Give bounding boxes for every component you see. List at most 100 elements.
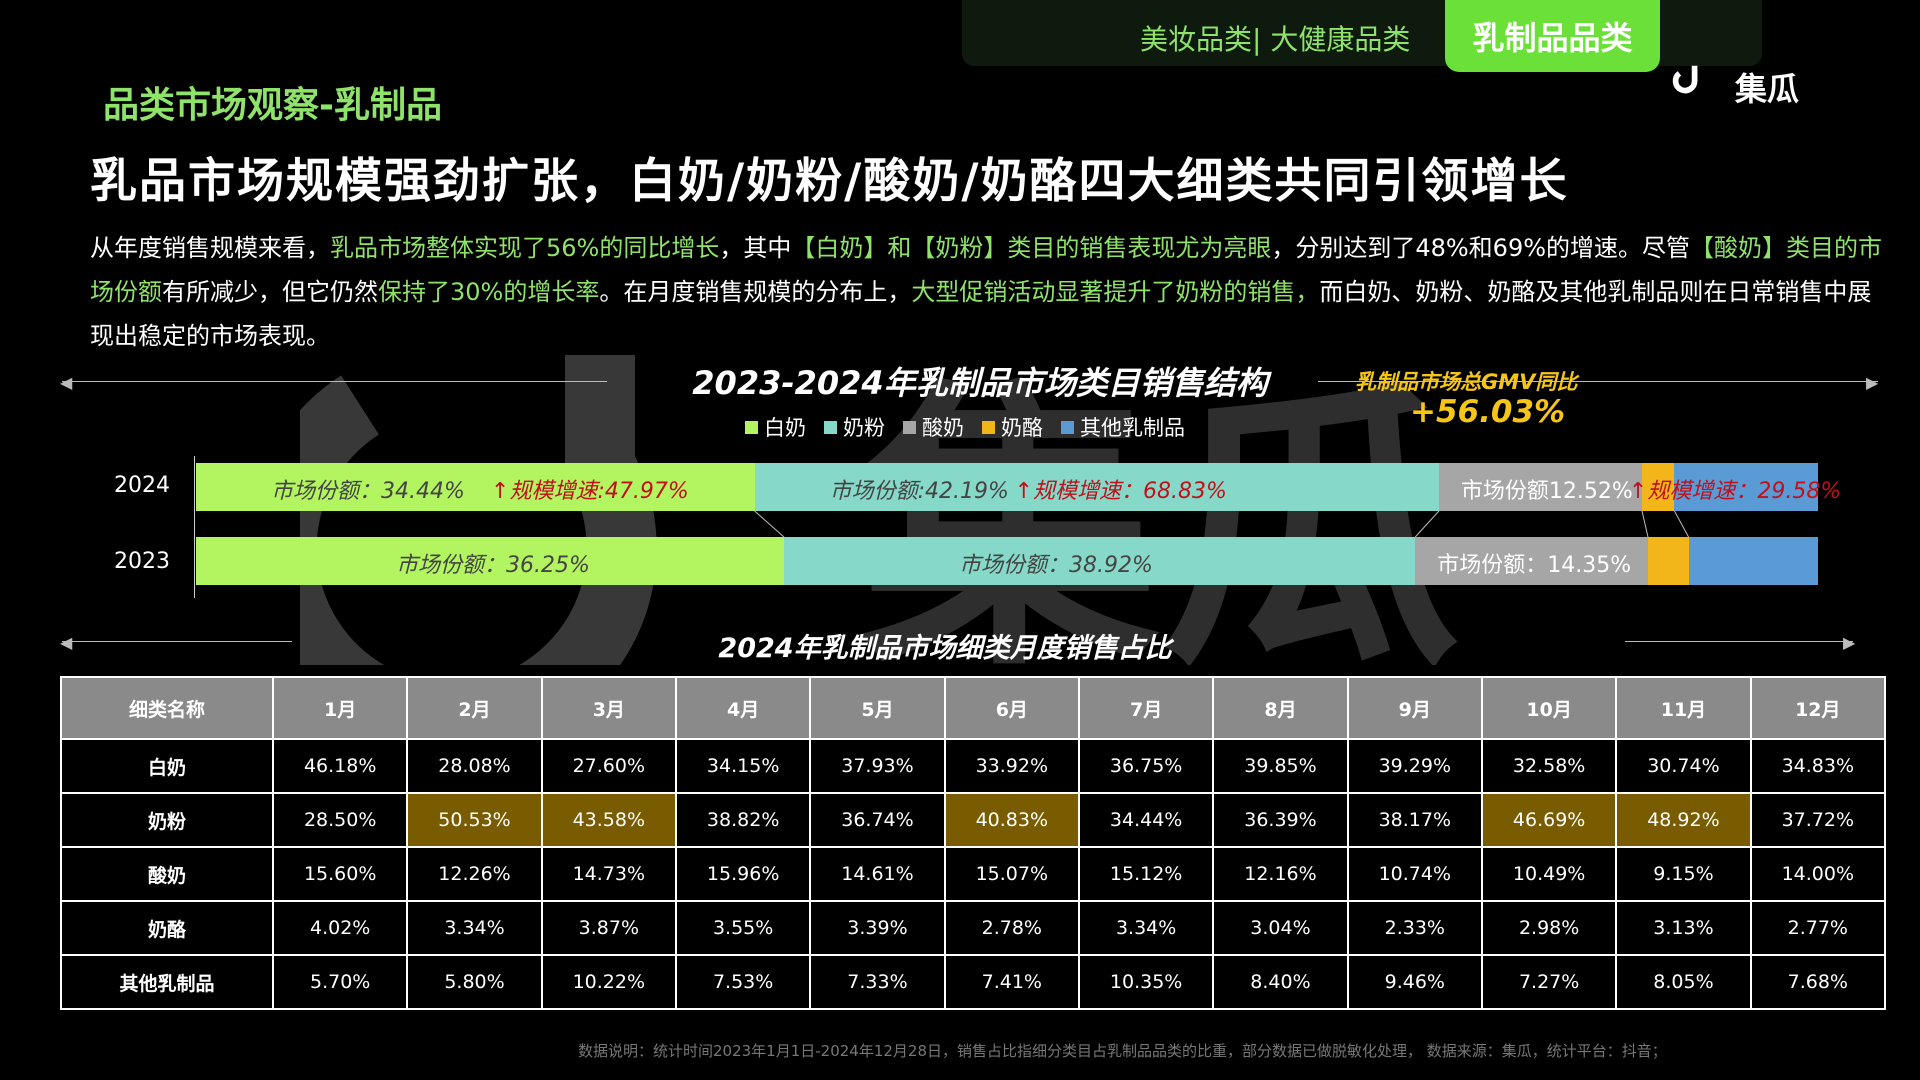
table-cell: 34.15% [674,738,812,794]
table-cell: 46.18% [271,738,409,794]
arrow-left-icon: ◀ [60,633,73,652]
legend-swatch [824,420,837,434]
table-cell: 14.61% [809,846,946,902]
table-header-cell: 11月 [1615,676,1752,740]
legend-swatch [1061,420,1074,434]
desc-text: 而白奶、奶粉、奶酪及其他乳制品则在日常销售中展现出稳定的市场表现。 [90,278,1872,350]
bar-segment-2023-3 [1648,537,1689,585]
table-cell: 34.44% [1077,792,1215,848]
table-cell: 37.93% [809,738,946,794]
desc-text: ，其中 [719,234,792,262]
desc-text: 有所减少，但它仍然 [162,278,378,306]
connector-line [1674,510,1690,538]
year-label-2024: 2024 [114,473,170,498]
legend-item: 白奶 [745,412,806,442]
table-cell: 32.58% [1480,738,1618,794]
table-cell: 37.72% [1749,792,1887,848]
table-cell: 40.83% [943,792,1080,848]
row-category-name: 其他乳制品 [60,954,274,1010]
table-cell: 3.34% [406,900,543,956]
table-cell: 27.60% [540,738,677,794]
row-category-name: 白奶 [60,738,274,794]
chart1-legend: 白奶 奶粉 酸奶 奶酪 其他乳制品 [745,412,1185,442]
table-cell: 5.80% [406,954,543,1010]
table-rule-right [1625,641,1853,642]
jigua-logo-icon [1672,65,1698,94]
table-header-cell: 9月 [1346,676,1483,740]
table-row: 其他乳制品 5.70% 5.80% 10.22% 7.53% 7.33% 7.41% 10.3… [60,954,1887,1010]
title-rule-right [1318,381,1878,382]
table-cell: 12.26% [406,846,543,902]
legend-label: 奶粉 [843,416,885,440]
legend-label: 白奶 [764,416,806,440]
segment-growth-label: ↑规模增速:47.97% [491,473,689,505]
table-cell: 8.05% [1615,954,1752,1010]
table-header-cell: 1月 [271,676,409,740]
table-cell: 38.17% [1346,792,1483,848]
tab-dairy-active[interactable]: 乳制品品类 [1445,0,1660,72]
chart1-axis [194,456,195,598]
segment-share-label: 市场份额：34.44% [271,479,465,504]
table-cell: 3.87% [540,900,677,956]
table-cell: 9.15% [1615,846,1752,902]
legend-item: 酸奶 [903,412,964,442]
table-cell: 10.22% [540,954,677,1010]
bar-segment-2023-0: 市场份额：36.25% [196,537,784,585]
row-category-name: 酸奶 [60,846,274,902]
table-rule-left [62,641,292,642]
connector-line [1641,510,1649,538]
legend-label: 其他乳制品 [1080,416,1185,440]
legend-item: 其他乳制品 [1061,412,1185,442]
table-cell: 2.77% [1749,900,1887,956]
table-cell: 15.96% [674,846,812,902]
table-cell: 12.16% [1212,846,1349,902]
table-cell: 15.60% [271,846,409,902]
growth-text: 规模增速：29.58% [1647,479,1842,504]
chart1-title: 2023-2024年乳制品市场类目销售结构 [692,364,1268,402]
table-row: 白奶 46.18% 28.08% 27.60% 34.15% 37.93% 33.92% 36… [60,738,1887,794]
legend-swatch [982,420,995,434]
segment-share-label: 市场份额12.52% [1460,479,1633,504]
table-cell: 36.74% [809,792,946,848]
table-header-cell: 5月 [809,676,946,740]
bar-segment-2023-2: 市场份额：14.35% [1415,537,1648,585]
table-cell: 38.82% [674,792,812,848]
table-cell: 3.13% [1615,900,1752,956]
description-paragraph: 从年度销售规模来看，乳品市场整体实现了56%的同比增长，其中【白奶】和【奶粉】类… [90,226,1890,358]
table-cell: 7.53% [674,954,812,1010]
table-cell: 50.53% [406,792,543,848]
table-header-cell: 10月 [1480,676,1618,740]
desc-highlight: 【白奶】和【奶粉】类目的销售表现尤为亮眼 [791,234,1272,262]
row-category-name: 奶酪 [60,900,274,956]
table-cell: 43.58% [540,792,677,848]
table-cell: 15.12% [1077,846,1215,902]
tab-beauty-health[interactable]: 美妆品类| 大健康品类 [1140,23,1411,56]
table-cell: 9.46% [1346,954,1483,1010]
row-category-name: 奶粉 [60,792,274,848]
table-cell: 7.68% [1749,954,1887,1010]
bar-segment-2024-0: 市场份额：34.44% ↑规模增速:47.97% [196,463,755,511]
table-cell: 34.83% [1749,738,1887,794]
bar-row-2023: 市场份额：36.25% 市场份额：38.92% 市场份额：14.35% [196,537,1818,585]
arrow-left-icon: ◀ [60,373,73,392]
section-title: 品类市场观察-乳制品 [103,85,442,126]
arrow-right-icon: ▶ [1866,373,1879,392]
gmv-value: +56.03% [1410,394,1566,430]
table-header-cell: 8月 [1212,676,1349,740]
table-cell: 2.78% [943,900,1080,956]
table-cell: 10.74% [1346,846,1483,902]
table-header-cell: 2月 [406,676,543,740]
legend-swatch [745,420,758,434]
up-arrow-icon: ↑ [1628,479,1648,504]
table-row: 奶粉 28.50% 50.53% 43.58% 38.82% 36.74% 40.83% 34… [60,792,1887,848]
growth-text: 规模增速：68.83% [1033,479,1227,504]
connector-line [1414,510,1440,538]
table-cell: 36.75% [1077,738,1215,794]
table-cell: 5.70% [271,954,409,1010]
table-cell: 3.39% [809,900,946,956]
table-cell: 15.07% [943,846,1080,902]
table-cell: 14.73% [540,846,677,902]
bar-row-2024: 市场份额：34.44% ↑规模增速:47.97% 市场份额:42.19% ↑规模增速：… [196,463,1841,511]
footnote: 数据说明：统计时间2023年1月1日-2024年12月28日，销售占比指细分类目… [578,1042,1667,1060]
gmv-label: 乳制品市场总GMV同比 [1355,370,1578,394]
